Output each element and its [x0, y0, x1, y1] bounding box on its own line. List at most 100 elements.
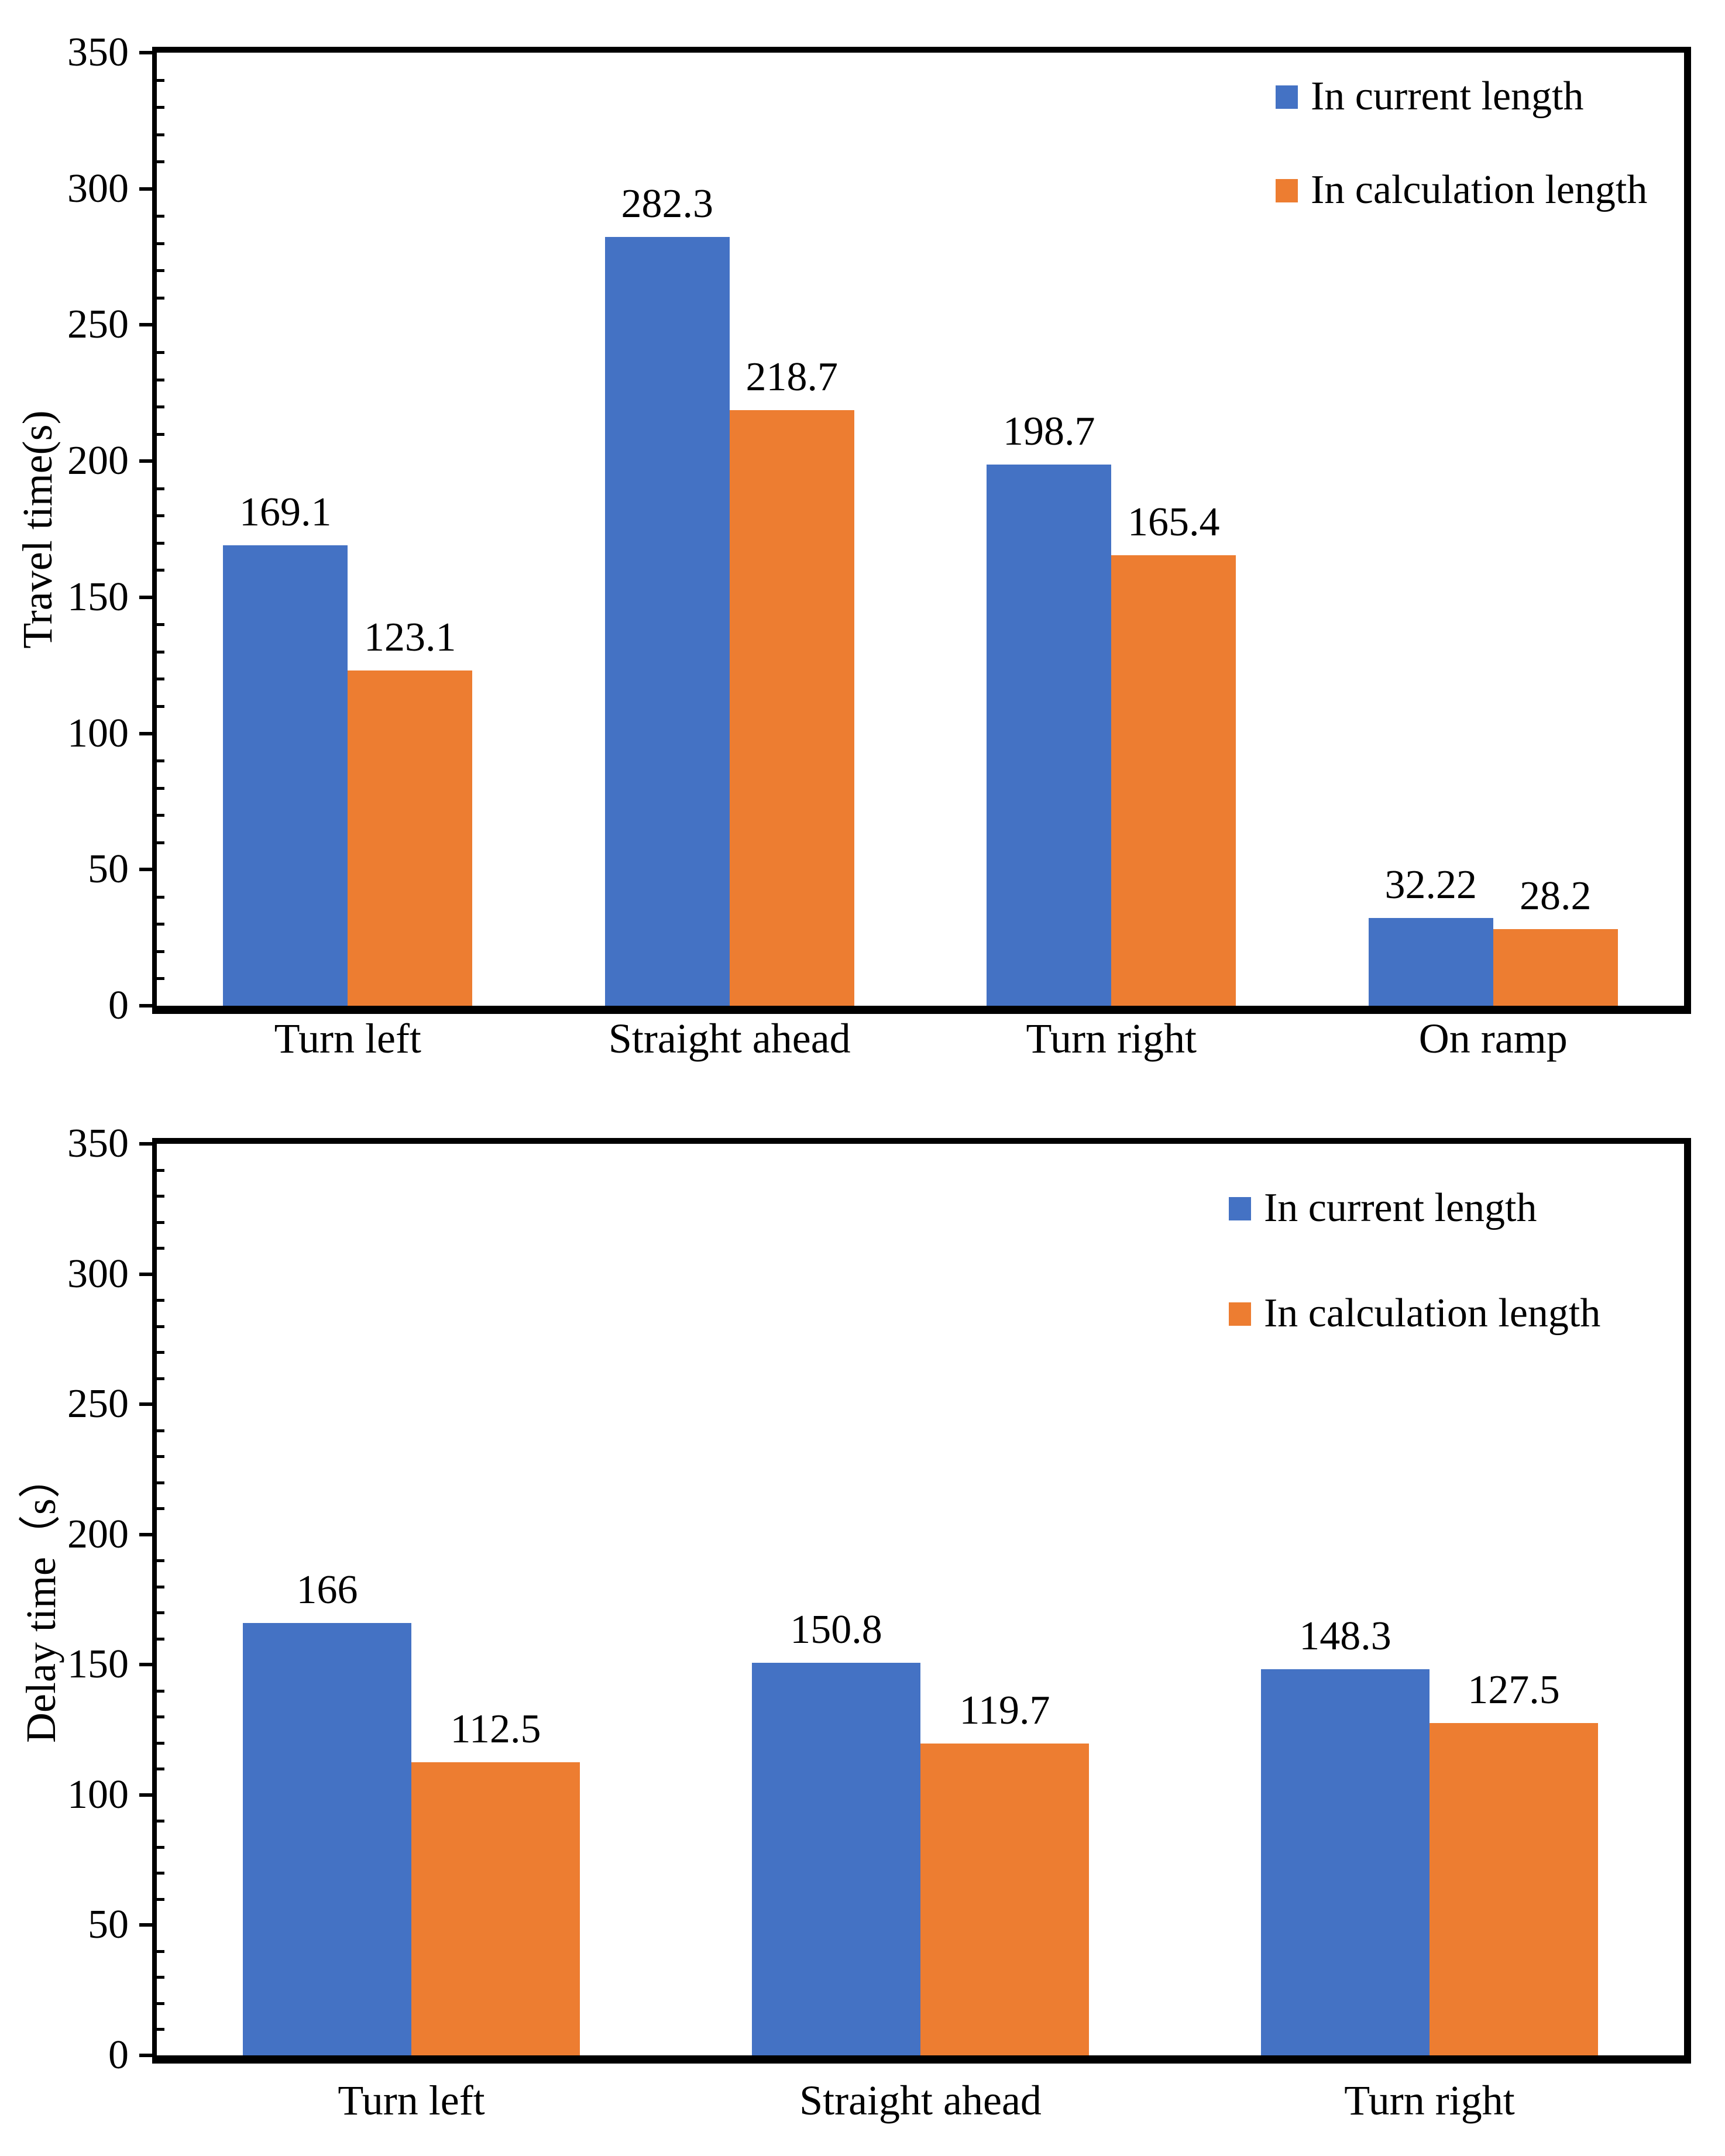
bar-current-on-ramp — [1368, 918, 1493, 1006]
y-minor-tick-10 — [157, 2028, 164, 2031]
y-minor-tick-120 — [157, 1741, 164, 1745]
y-major-tick-150 — [139, 595, 152, 599]
value-label-282.3: 282.3 — [621, 181, 714, 227]
value-label-165.4: 165.4 — [1128, 500, 1220, 545]
y-tick-label-200: 200 — [67, 438, 129, 484]
category-label-on-ramp: On ramp — [1418, 1015, 1568, 1062]
value-label-127.5: 127.5 — [1468, 1667, 1560, 1713]
bar-current-straight-ahead — [752, 1662, 920, 2055]
y-minor-tick-160 — [157, 1637, 164, 1641]
y-minor-tick-220 — [157, 1481, 164, 1484]
y-tick-label-50: 50 — [88, 1902, 129, 1948]
y-minor-tick-20 — [157, 950, 164, 953]
y-minor-tick-260 — [157, 1377, 164, 1380]
y-minor-tick-30 — [157, 923, 164, 926]
category-label-straight-ahead: Straight ahead — [608, 1015, 851, 1062]
value-label-166: 166 — [296, 1567, 358, 1613]
category-label-turn-right: Turn right — [1026, 1015, 1197, 1062]
y-minor-tick-90 — [157, 1820, 164, 1823]
y-major-tick-250 — [139, 1402, 152, 1407]
y-minor-tick-330 — [157, 1195, 164, 1198]
y-tick-label-150: 150 — [67, 1642, 129, 1687]
y-minor-tick-270 — [157, 269, 164, 273]
y-minor-tick-240 — [157, 1429, 164, 1432]
y-major-tick-200 — [139, 459, 152, 463]
y-tick-label-0: 0 — [108, 2033, 129, 2078]
y-minor-tick-340 — [157, 78, 164, 82]
y-minor-tick-130 — [157, 1715, 164, 1719]
y-minor-tick-330 — [157, 106, 164, 109]
value-label-119.7: 119.7 — [959, 1688, 1050, 1734]
y-minor-tick-110 — [157, 705, 164, 709]
y-minor-tick-60 — [157, 1897, 164, 1901]
y-minor-tick-70 — [157, 814, 164, 817]
value-label-123.1: 123.1 — [364, 615, 456, 661]
y-major-tick-250 — [139, 323, 152, 327]
y-minor-tick-120 — [157, 678, 164, 681]
legend-swatch-icon — [1276, 85, 1298, 109]
y-minor-tick-80 — [157, 786, 164, 790]
y-axis-title-b: Delay time（s） — [18, 1456, 64, 1743]
y-minor-tick-40 — [157, 1949, 164, 1953]
value-label-148.3: 148.3 — [1299, 1613, 1391, 1659]
y-major-tick-300 — [139, 187, 152, 191]
legend-swatch-icon — [1229, 1302, 1251, 1326]
y-major-tick-50 — [139, 868, 152, 872]
y-major-tick-350 — [139, 1142, 152, 1146]
y-minor-tick-290 — [157, 1299, 164, 1302]
y-major-tick-200 — [139, 1532, 152, 1536]
y-tick-label-0: 0 — [108, 983, 129, 1028]
y-minor-tick-240 — [157, 350, 164, 354]
y-tick-label-100: 100 — [67, 1772, 129, 1817]
category-label-turn-right: Turn right — [1344, 2077, 1515, 2124]
y-major-tick-50 — [139, 1923, 152, 1927]
y-minor-tick-180 — [157, 514, 164, 518]
y-minor-tick-110 — [157, 1768, 164, 1771]
legend-label: In current length — [1311, 74, 1584, 119]
value-label-28.2: 28.2 — [1520, 873, 1592, 919]
y-minor-tick-220 — [157, 405, 164, 409]
y-minor-tick-310 — [157, 160, 164, 164]
bar-calculation-on-ramp — [1493, 929, 1618, 1006]
y-major-tick-0 — [139, 2054, 152, 2057]
y-minor-tick-210 — [157, 432, 164, 436]
y-major-tick-100 — [139, 731, 152, 735]
y-tick-label-350: 350 — [67, 30, 129, 75]
y-minor-tick-160 — [157, 569, 164, 572]
value-label-32.22: 32.22 — [1384, 862, 1477, 908]
y-minor-tick-170 — [157, 541, 164, 545]
y-tick-label-200: 200 — [67, 1511, 129, 1557]
legend-label: In calculation length — [1264, 1291, 1601, 1336]
y-minor-tick-180 — [157, 1585, 164, 1588]
plot-area-a: 169.1 123.1 282.3 218.7 198.7 165.4 32.22 28.2 — [139, 47, 1691, 1014]
value-label-218.7: 218.7 — [745, 355, 839, 400]
value-label-198.7: 198.7 — [1003, 409, 1095, 455]
y-minor-tick-90 — [157, 759, 164, 763]
legend-label: In current length — [1264, 1185, 1537, 1230]
bar-current-straight-ahead — [604, 237, 730, 1006]
y-minor-tick-210 — [157, 1507, 164, 1511]
bar-calculation-straight-ahead — [729, 410, 854, 1006]
y-minor-tick-280 — [157, 1325, 164, 1328]
y-major-tick-350 — [139, 51, 152, 54]
y-minor-tick-40 — [157, 895, 164, 899]
y-minor-tick-270 — [157, 1351, 164, 1354]
y-major-tick-150 — [139, 1663, 152, 1667]
y-tick-label-150: 150 — [67, 574, 129, 620]
y-minor-tick-340 — [157, 1168, 164, 1172]
y-minor-tick-80 — [157, 1845, 164, 1849]
y-tick-label-100: 100 — [67, 710, 129, 756]
y-minor-tick-280 — [157, 242, 164, 245]
bar-calculation-turn-left — [348, 670, 473, 1006]
bar-current-turn-right — [1261, 1669, 1430, 2055]
y-minor-tick-320 — [157, 1220, 164, 1224]
bar-current-turn-right — [987, 465, 1112, 1006]
bar-calculation-turn-left — [411, 1762, 580, 2055]
y-minor-tick-310 — [157, 1247, 164, 1250]
y-minor-tick-140 — [157, 1689, 164, 1693]
bar-calculation-turn-right — [1430, 1723, 1598, 2055]
y-tick-label-350: 350 — [67, 1121, 129, 1166]
y-minor-tick-20 — [157, 2002, 164, 2005]
bar-calculation-turn-right — [1111, 555, 1236, 1006]
